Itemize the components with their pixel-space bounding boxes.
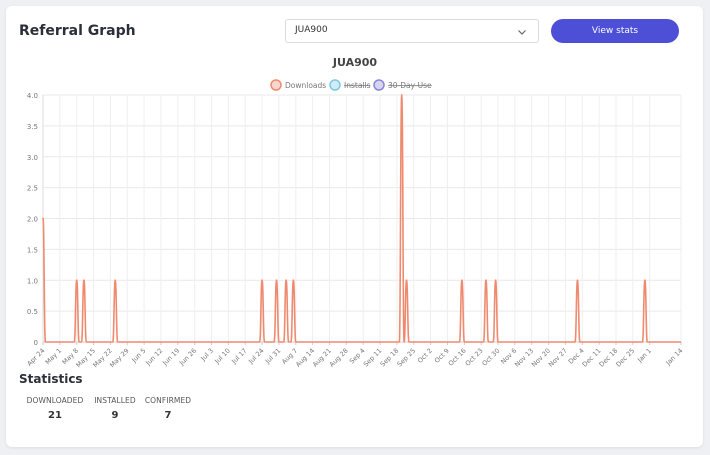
- legend-marker: [373, 79, 385, 91]
- x-tick-label: Jul 17: [229, 347, 248, 366]
- x-tick-label: Jun 19: [160, 347, 181, 368]
- x-tick-label: May 29: [108, 347, 130, 369]
- downloads-data-point: [643, 279, 646, 282]
- legend-item-installs[interactable]: Installs: [329, 79, 371, 91]
- x-tick-label: Jul 24: [246, 347, 265, 366]
- y-tick-label: 1.5: [27, 246, 38, 254]
- y-tick-label: 4.0: [27, 92, 38, 100]
- page-title: Referral Graph: [19, 23, 136, 39]
- downloads-data-point: [405, 279, 408, 282]
- y-tick-label: 0: [34, 339, 38, 347]
- x-tick-label: Jul 3: [199, 347, 215, 363]
- y-tick-label: 0.5: [27, 308, 38, 316]
- y-tick-label: 2.0: [27, 216, 38, 224]
- downloads-data-point: [461, 279, 463, 282]
- downloads-data-point: [485, 279, 487, 282]
- downloads-data-point: [292, 279, 295, 282]
- stat-label: CONFIRMED: [144, 396, 192, 405]
- downloads-data-point: [400, 94, 403, 96]
- x-tick-label: Jan 1: [635, 347, 653, 365]
- legend-item-30-day-use[interactable]: 30-Day-Use: [373, 79, 432, 91]
- x-tick-label: Jan 14: [664, 347, 685, 368]
- legend-label: Downloads: [285, 81, 326, 90]
- chevron-down-icon: [518, 30, 526, 35]
- x-tick-label: Apr 24: [25, 347, 46, 368]
- downloads-data-point: [261, 279, 263, 282]
- x-tick-label: Sep 25: [396, 347, 418, 369]
- downloads-series-line: [42, 94, 681, 343]
- y-tick-label: 2.5: [27, 185, 38, 193]
- downloads-data-point: [576, 279, 579, 282]
- stat-value: 7: [164, 410, 172, 421]
- x-tick-label: Oct 23: [464, 347, 485, 368]
- code-select-value: JUA900: [295, 25, 328, 35]
- downloads-data-point: [114, 279, 117, 282]
- x-tick-label: Oct 30: [481, 347, 502, 368]
- y-tick-label: 1.0: [27, 277, 38, 285]
- referral-card: [6, 6, 703, 447]
- legend-item-downloads[interactable]: Downloads: [270, 79, 326, 91]
- code-select[interactable]: JUA900: [285, 19, 539, 43]
- legend-label: Installs: [344, 81, 371, 90]
- legend-marker: [270, 79, 282, 91]
- statistics-title: Statistics: [19, 372, 83, 386]
- view-stats-button[interactable]: View stats: [551, 19, 679, 43]
- legend-marker: [329, 79, 341, 91]
- x-tick-label: Oct 2: [416, 347, 434, 365]
- x-tick-label: Jun 12: [144, 347, 165, 368]
- stat-confirmed: CONFIRMED 7: [144, 396, 192, 421]
- x-tick-label: Dec 25: [614, 347, 636, 369]
- x-tick-label: Jun 26: [177, 347, 198, 368]
- x-tick-label: May 1: [44, 347, 64, 367]
- stat-value: 21: [48, 410, 62, 421]
- x-tick-label: Nov 27: [547, 347, 569, 369]
- x-tick-label: Jul 10: [213, 347, 232, 366]
- legend-label: 30-Day-Use: [388, 81, 432, 90]
- downloads-data-point: [75, 279, 78, 282]
- stat-installed: INSTALLED 9: [93, 396, 137, 421]
- chart-title: JUA900: [332, 56, 378, 69]
- downloads-data-point: [494, 279, 497, 282]
- y-tick-label: 3.0: [27, 154, 38, 162]
- stat-label: INSTALLED: [94, 396, 136, 405]
- y-tick-label: 3.5: [27, 123, 38, 131]
- downloads-data-point: [275, 279, 278, 282]
- stat-value: 9: [111, 410, 119, 421]
- downloads-data-point: [42, 217, 44, 220]
- stat-label: DOWNLOADED: [26, 396, 84, 405]
- downloads-data-point: [83, 279, 85, 282]
- x-tick-label: Oct 16: [447, 347, 468, 368]
- stat-downloaded: DOWNLOADED 21: [25, 396, 85, 421]
- x-tick-label: Aug 28: [328, 347, 350, 369]
- x-tick-label: Jul 31: [263, 347, 282, 366]
- downloads-data-point: [285, 279, 288, 282]
